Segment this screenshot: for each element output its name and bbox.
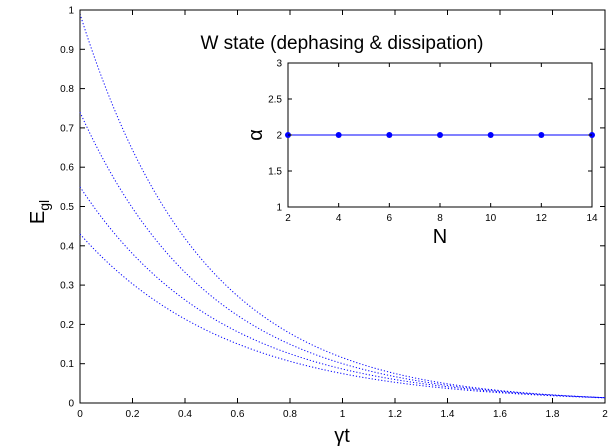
inset-x-label: N bbox=[433, 226, 447, 248]
main-y-tick-label: 0.4 bbox=[60, 241, 74, 252]
inset-y-tick-label: 2.5 bbox=[268, 95, 282, 106]
main-x-tick-label: 1.2 bbox=[388, 409, 402, 420]
inset-y-tick-label: 1.5 bbox=[268, 167, 282, 178]
inset-data-point bbox=[437, 132, 443, 138]
main-x-tick-label: 1.6 bbox=[493, 409, 507, 420]
inset-data-point bbox=[386, 132, 393, 138]
inset-y-tick-label: 3 bbox=[276, 59, 282, 70]
main-y-tick-label: 0 bbox=[68, 399, 74, 410]
main-x-tick-label: 0.6 bbox=[231, 409, 245, 420]
inset-x-tick-label: 14 bbox=[586, 213, 598, 224]
main-x-tick-label: 0.8 bbox=[283, 409, 297, 420]
inset-y-label: α bbox=[245, 129, 267, 141]
main-y-tick-label: 0.8 bbox=[60, 84, 74, 95]
main-y-tick-label: 0.2 bbox=[60, 320, 74, 331]
main-x-tick-label: 0 bbox=[77, 409, 83, 420]
main-series-line-2 bbox=[79, 111, 606, 399]
main-x-tick-label: 0.2 bbox=[126, 409, 140, 420]
inset-data-point bbox=[335, 132, 342, 138]
inset-data-point bbox=[487, 132, 494, 138]
main-y-tick-label: 0.3 bbox=[60, 281, 74, 292]
main-y-tick-label: 1 bbox=[68, 6, 74, 17]
main-y-tick-label: 0.9 bbox=[60, 45, 74, 56]
inset-x-ticks: 2 4 6 8 10 12 14 bbox=[285, 63, 598, 224]
inset-y-tick-label: 1 bbox=[276, 203, 282, 214]
main-series-line-4 bbox=[79, 233, 606, 399]
main-x-ticks: 0 0.2 0.4 0.6 0.8 1 1.2 1.4 1.6 1.8 2 bbox=[77, 10, 608, 420]
inset-x-tick-label: 12 bbox=[536, 213, 548, 224]
inset-x-tick-label: 6 bbox=[387, 213, 393, 224]
main-x-tick-label: 2 bbox=[602, 409, 608, 420]
main-y-label-main: E bbox=[27, 211, 49, 224]
main-y-label: Egl bbox=[27, 200, 52, 224]
inset-x-tick-label: 8 bbox=[437, 213, 443, 224]
main-y-tick-label: 0.7 bbox=[60, 123, 74, 134]
main-curves bbox=[79, 13, 606, 399]
svg-text:Egl: Egl bbox=[27, 200, 52, 224]
inset-x-tick-label: 10 bbox=[485, 213, 497, 224]
inset-y-ticks: 1 1.5 2 2.5 3 bbox=[268, 59, 592, 214]
inset-x-tick-label: 2 bbox=[285, 213, 291, 224]
main-y-tick-label: 0.1 bbox=[60, 359, 74, 370]
main-y-label-sub: gl bbox=[36, 200, 52, 211]
main-y-tick-label: 0.5 bbox=[60, 202, 74, 213]
main-x-tick-label: 1 bbox=[340, 409, 346, 420]
main-title: W state (dephasing & dissipation) bbox=[200, 33, 483, 54]
main-y-ticks: 0 0.1 0.2 0.3 0.4 0.5 0.6 0.7 0.8 0.9 1 bbox=[60, 6, 605, 410]
main-x-label: γt bbox=[334, 425, 350, 447]
inset-data-point bbox=[538, 132, 545, 138]
inset-y-tick-label: 2 bbox=[276, 131, 282, 142]
main-y-tick-label: 0.6 bbox=[60, 163, 74, 174]
main-x-tick-label: 1.8 bbox=[546, 409, 560, 420]
main-x-tick-label: 0.4 bbox=[178, 409, 192, 420]
inset-x-tick-label: 4 bbox=[336, 213, 342, 224]
inset-plot: 2 4 6 8 10 12 14 1 1.5 2 2.5 3 N α bbox=[245, 59, 598, 249]
main-x-tick-label: 1.4 bbox=[441, 409, 455, 420]
